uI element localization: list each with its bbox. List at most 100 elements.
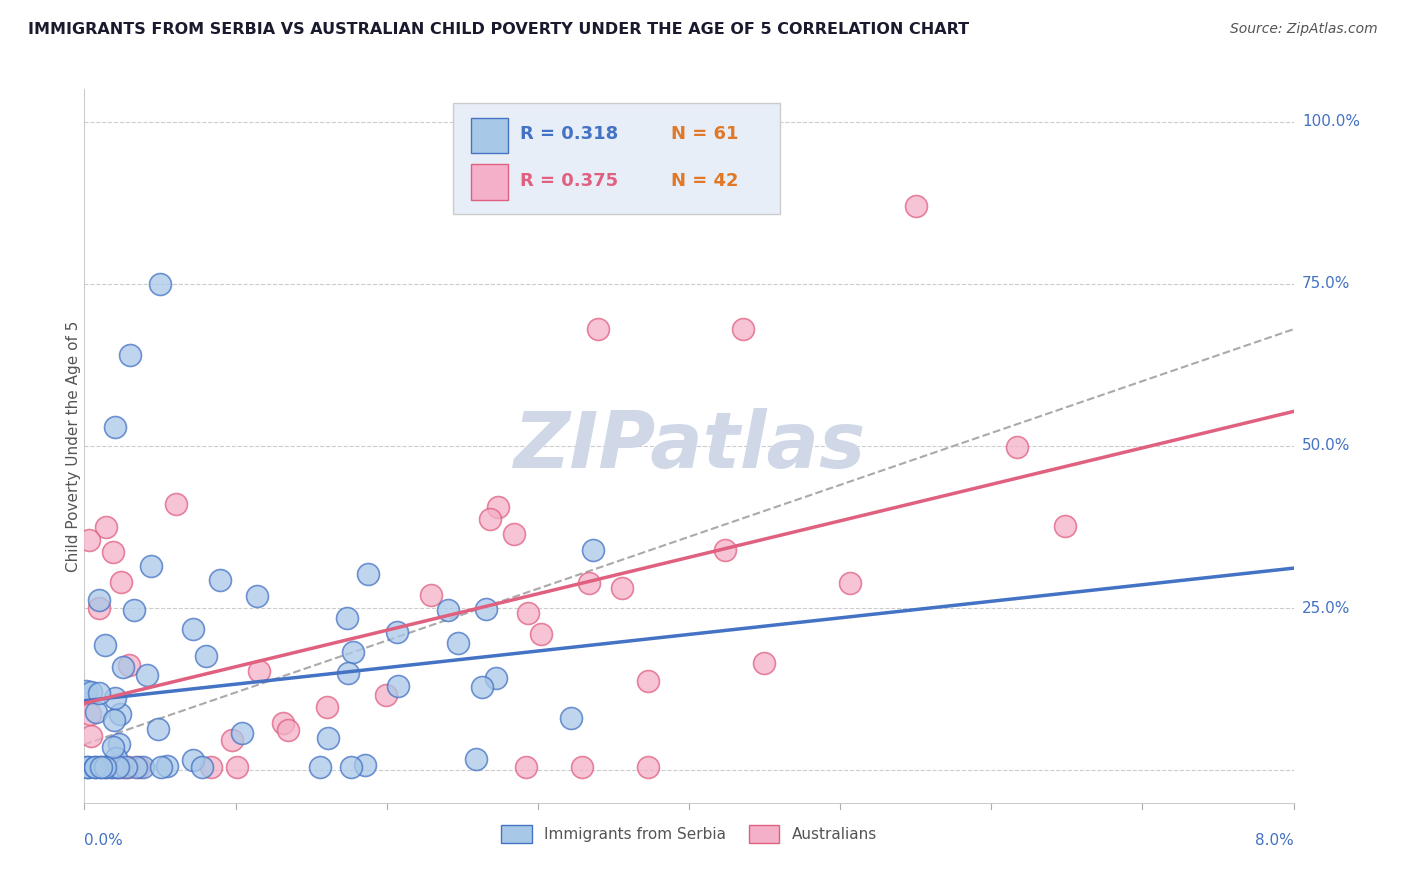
Point [94,760,117,774]
Point [637,760,659,774]
Point [1054,519,1077,533]
Point [183,752,205,766]
Point [107,760,129,774]
Text: 100.0%: 100.0% [1302,114,1360,129]
Point [101,544,124,558]
Text: N = 61: N = 61 [671,125,738,143]
Point [87,686,110,700]
Text: 50.0%: 50.0% [1302,439,1350,453]
Point [200,760,222,774]
Point [479,512,502,526]
FancyBboxPatch shape [471,164,508,200]
Point [447,636,470,650]
Point [336,611,359,625]
Point [486,500,509,514]
Point [77,533,100,547]
FancyBboxPatch shape [471,118,508,153]
FancyBboxPatch shape [453,103,780,214]
Point [104,751,127,765]
Point [420,588,443,602]
Point [94,760,117,774]
Point [517,606,540,620]
Point [503,526,526,541]
Point [76,760,98,774]
Point [89,760,111,774]
Point [209,573,232,587]
Point [148,722,170,736]
Text: ZIPatlas: ZIPatlas [513,408,865,484]
Point [316,731,339,746]
Point [612,581,634,595]
Point [588,322,610,336]
Text: Source: ZipAtlas.com: Source: ZipAtlas.com [1230,22,1378,37]
Point [387,679,409,693]
Point [131,760,153,774]
Point [277,723,299,737]
Text: 8.0%: 8.0% [1254,833,1294,848]
Point [246,590,269,604]
Point [108,737,131,751]
Point [582,542,605,557]
Point [357,566,380,581]
Point [375,688,398,702]
Text: IMMIGRANTS FROM SERBIA VS AUSTRALIAN CHILD POVERTY UNDER THE AGE OF 5 CORRELATIO: IMMIGRANTS FROM SERBIA VS AUSTRALIAN CHI… [28,22,969,37]
Point [101,739,124,754]
Point [87,601,110,615]
Point [90,760,112,774]
Text: 25.0%: 25.0% [1302,600,1350,615]
Point [104,419,127,434]
Point [337,666,360,681]
Point [75,684,97,698]
Text: 0.0%: 0.0% [84,833,124,848]
Point [110,575,132,590]
Point [165,497,187,511]
Point [118,348,141,362]
Point [221,732,243,747]
Point [79,706,101,721]
Point [181,622,204,636]
Point [752,657,775,671]
Point [139,558,162,573]
Point [124,603,146,617]
Point [340,760,363,774]
Point [110,706,132,721]
Point [515,760,537,774]
Point [83,760,105,774]
Text: R = 0.318: R = 0.318 [520,125,617,143]
Point [108,760,131,774]
Point [309,760,332,774]
Point [838,575,860,590]
Point [104,760,127,774]
Text: 75.0%: 75.0% [1302,277,1350,292]
Point [80,730,103,744]
Point [117,760,139,774]
Point [104,691,127,706]
Text: R = 0.375: R = 0.375 [520,171,617,189]
Point [231,726,253,740]
Point [342,645,364,659]
Point [485,671,508,685]
Point [96,520,118,534]
Point [316,699,339,714]
Point [103,713,125,727]
Point [560,711,582,725]
Legend: Immigrants from Serbia, Australians: Immigrants from Serbia, Australians [495,819,883,848]
Point [1005,440,1028,454]
Point [194,649,217,664]
Point [904,199,927,213]
Point [464,752,486,766]
Point [100,760,122,774]
Point [530,627,553,641]
Point [471,680,494,694]
Point [111,660,134,674]
Point [125,760,148,774]
Point [84,705,107,719]
Point [191,760,214,774]
Point [115,760,138,774]
Text: N = 42: N = 42 [671,171,738,189]
Point [637,673,659,688]
Point [80,684,103,698]
Point [136,668,159,682]
Point [571,760,593,774]
Point [87,592,110,607]
